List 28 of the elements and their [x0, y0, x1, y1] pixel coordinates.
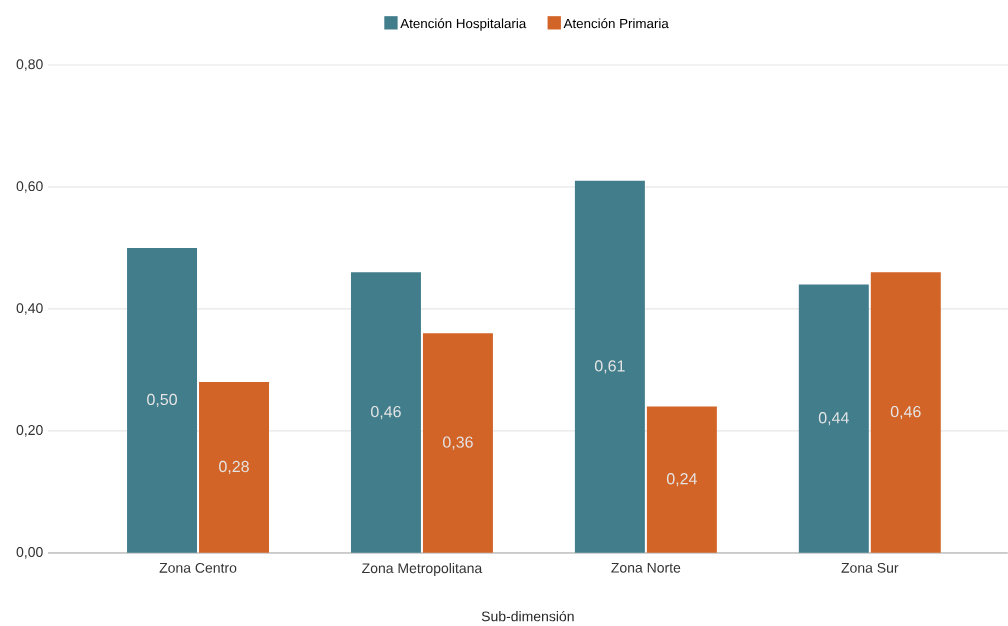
x-axis-title: Sub-dimensión [481, 610, 574, 622]
data-label: 0,44 [818, 412, 849, 426]
bar [870, 272, 941, 553]
bar [199, 382, 270, 553]
data-label: 0,24 [666, 473, 697, 487]
y-tick-label: 0,20 [16, 425, 43, 437]
data-label: 0,50 [147, 393, 177, 408]
bar [422, 333, 493, 553]
bar [350, 272, 421, 553]
y-tick-label: 0,00 [16, 547, 43, 559]
x-tick-label: Zona Norte [611, 563, 681, 573]
data-label: 0,46 [371, 406, 401, 420]
bar [798, 284, 869, 553]
y-tick-label: 0,60 [16, 181, 43, 193]
y-tick-label: 0,80 [16, 59, 43, 71]
legend-label: Atención Hospitalaria [400, 18, 527, 31]
data-label: 0,46 [890, 406, 921, 420]
data-label: 0,28 [219, 460, 249, 475]
bar [574, 180, 645, 553]
x-tick-label: Zona Centro [159, 563, 237, 573]
x-tick-label: Zona Metropolitana [362, 563, 483, 577]
bar [646, 406, 717, 553]
bar [127, 248, 198, 553]
data-label: 0,61 [594, 360, 625, 374]
y-tick-label: 0,40 [16, 303, 43, 315]
x-tick-label: Zona Sur [841, 563, 899, 573]
data-label: 0,36 [443, 436, 473, 450]
legend-label: Atención Primaria [563, 18, 669, 29]
